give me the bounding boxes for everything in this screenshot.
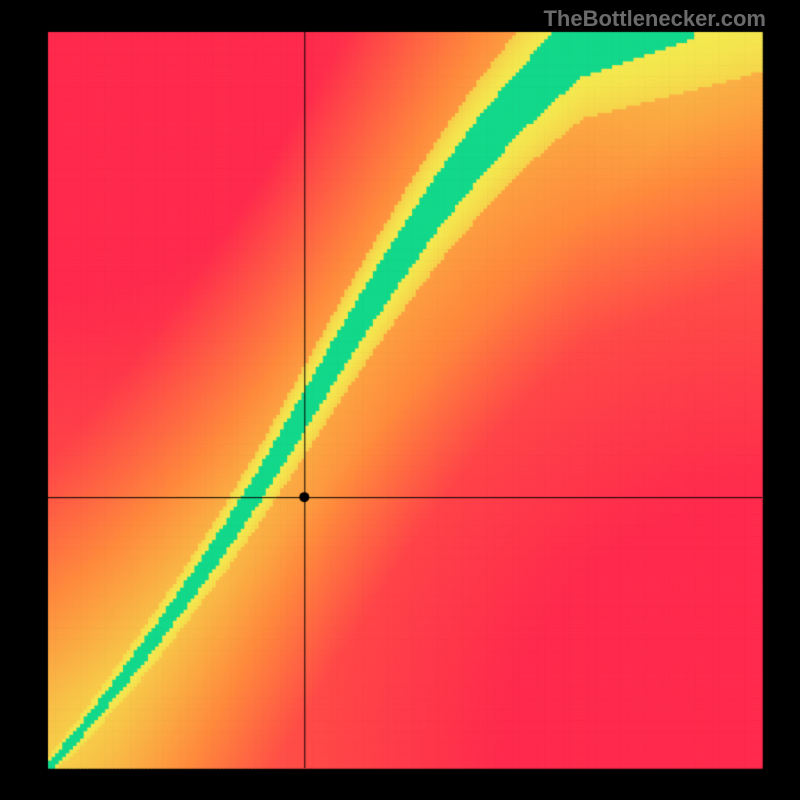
heatmap-canvas xyxy=(0,0,800,800)
chart-container: TheBottlenecker.com xyxy=(0,0,800,800)
watermark-text: TheBottlenecker.com xyxy=(543,6,766,32)
